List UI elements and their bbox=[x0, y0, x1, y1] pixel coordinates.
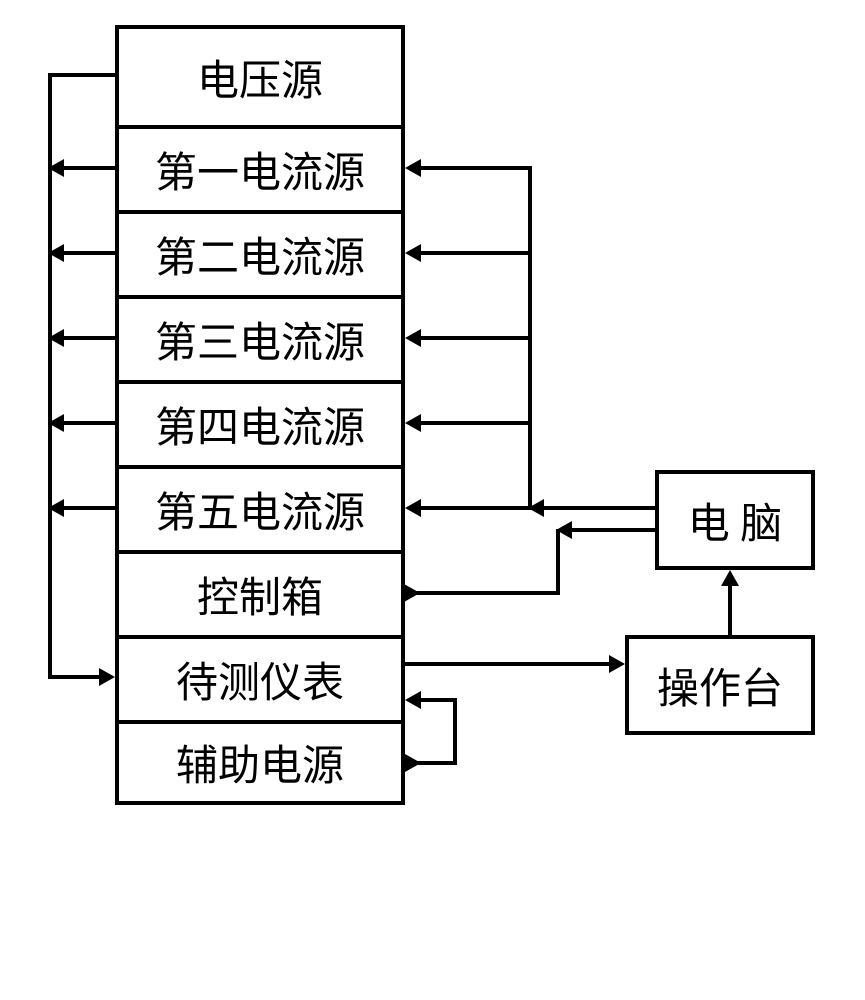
voltage-to-bus-line bbox=[48, 73, 115, 77]
current-2-right-line bbox=[421, 251, 532, 255]
current-2-left-arrow bbox=[48, 244, 64, 262]
current-source-3-box: 第三电流源 bbox=[115, 295, 405, 380]
aux-out-arrow bbox=[405, 754, 421, 772]
aux-to-meter-arrow bbox=[405, 691, 421, 709]
current-source-5-box: 第五电流源 bbox=[115, 465, 405, 550]
current-4-left-line bbox=[64, 421, 115, 425]
current-1-right-arrow bbox=[405, 159, 421, 177]
console-label: 操作台 bbox=[657, 655, 783, 716]
meter-to-console-line bbox=[405, 662, 609, 666]
current-1-left-arrow bbox=[48, 159, 64, 177]
current-source-2-box: 第二电流源 bbox=[115, 210, 405, 295]
control-to-bend-line bbox=[405, 591, 560, 595]
meter-to-console-arrow bbox=[609, 655, 625, 673]
diagram-container: 电压源 第一电流源 第二电流源 第三电流源 第四电流源 第五电流源 控制箱 待测… bbox=[0, 0, 865, 1000]
bend-to-computer-arrow-l bbox=[556, 521, 572, 539]
meter-left-arrow bbox=[99, 668, 115, 686]
current-source-5-label: 第五电流源 bbox=[155, 479, 365, 540]
voltage-source-label: 电压源 bbox=[197, 47, 323, 108]
computer-box: 电 脑 bbox=[655, 470, 815, 570]
aux-power-label: 辅助电源 bbox=[176, 732, 344, 793]
current-3-left-arrow bbox=[48, 329, 64, 347]
current-4-left-arrow bbox=[48, 414, 64, 432]
current-source-1-box: 第一电流源 bbox=[115, 125, 405, 210]
current-5-left-line bbox=[64, 506, 115, 510]
current-source-4-box: 第四电流源 bbox=[115, 380, 405, 465]
current-1-left-line bbox=[64, 166, 115, 170]
meter-under-test-box: 待测仪表 bbox=[115, 635, 405, 720]
meter-under-test-label: 待测仪表 bbox=[176, 649, 344, 710]
current-source-4-label: 第四电流源 bbox=[155, 394, 365, 455]
current-1-right-line bbox=[421, 166, 532, 170]
control-to-bend-arrow-r bbox=[404, 584, 420, 602]
control-box-box: 控制箱 bbox=[115, 550, 405, 635]
current-2-right-arrow bbox=[405, 244, 421, 262]
current-2-left-line bbox=[64, 251, 115, 255]
bend-to-computer-line bbox=[572, 528, 655, 532]
console-to-computer-arrow bbox=[721, 570, 739, 586]
current-3-right-line bbox=[421, 336, 532, 340]
console-to-computer-line bbox=[728, 586, 732, 635]
bus-to-computer-line bbox=[544, 506, 655, 510]
current-source-3-label: 第三电流源 bbox=[155, 309, 365, 370]
aux-power-box: 辅助电源 bbox=[115, 720, 405, 805]
current-5-right-arrow bbox=[405, 499, 421, 517]
current-4-right-line bbox=[421, 421, 532, 425]
bus-to-computer-arrow bbox=[528, 499, 544, 517]
voltage-source-box: 电压源 bbox=[115, 25, 405, 125]
current-3-left-line bbox=[64, 336, 115, 340]
aux-to-meter-line bbox=[421, 698, 457, 702]
console-box: 操作台 bbox=[625, 635, 815, 735]
control-box-label: 控制箱 bbox=[197, 564, 323, 625]
current-4-right-arrow bbox=[405, 414, 421, 432]
current-5-left-arrow bbox=[48, 499, 64, 517]
current-source-2-label: 第二电流源 bbox=[155, 224, 365, 285]
computer-label: 电 脑 bbox=[688, 490, 783, 551]
aux-vertical-line bbox=[453, 698, 457, 765]
meter-left-line bbox=[48, 675, 99, 679]
current-3-right-arrow bbox=[405, 329, 421, 347]
current-source-1-label: 第一电流源 bbox=[155, 139, 365, 200]
current-5-right-line bbox=[421, 506, 532, 510]
